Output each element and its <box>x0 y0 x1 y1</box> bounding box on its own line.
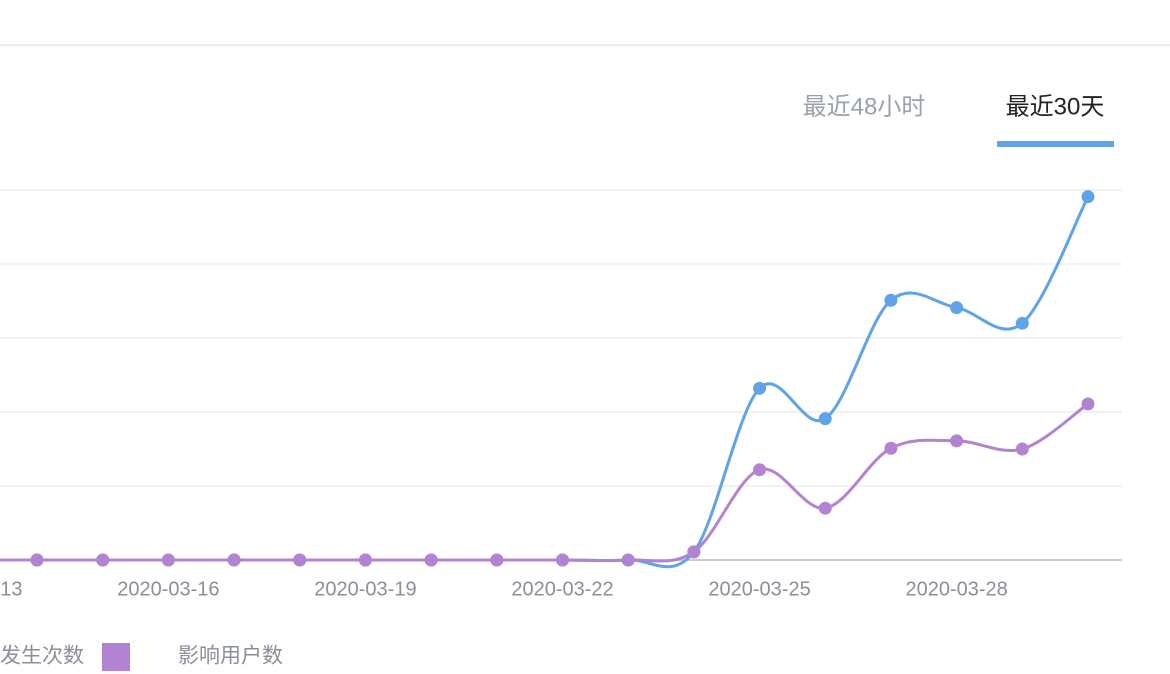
data-point <box>424 553 438 567</box>
data-point <box>96 553 110 567</box>
data-point <box>950 434 964 448</box>
data-point <box>293 553 307 567</box>
data-point <box>30 553 44 567</box>
legend-label: 发生次数 <box>0 645 84 668</box>
data-point <box>687 545 701 559</box>
data-point <box>884 293 898 307</box>
x-tick-label: 2020-03-25 <box>708 578 810 600</box>
data-point <box>1081 190 1095 204</box>
data-point <box>884 441 898 455</box>
data-point <box>818 501 832 515</box>
legend-label: 影响用户数 <box>178 645 283 668</box>
legend-swatch <box>102 643 130 671</box>
data-point <box>556 553 569 567</box>
x-tick-label: 2020-03-22 <box>511 578 613 600</box>
data-point <box>753 463 767 477</box>
series-line <box>0 402 1089 563</box>
x-tick-label: 2020-03-16 <box>117 578 219 600</box>
data-point <box>358 553 372 567</box>
tab-30d[interactable]: 最近30天 <box>1006 93 1105 120</box>
data-point <box>950 301 964 315</box>
data-point <box>1015 442 1029 456</box>
data-point <box>490 553 504 567</box>
data-point <box>227 553 241 567</box>
data-point <box>621 553 635 567</box>
data-point <box>1015 316 1029 330</box>
data-point <box>818 412 832 426</box>
x-tick-label: 2020-03-13 <box>0 578 22 600</box>
data-point <box>161 553 175 567</box>
data-point <box>1081 397 1095 411</box>
x-tick-label: 2020-03-28 <box>905 578 1007 600</box>
data-point <box>753 381 767 395</box>
x-tick-label: 2020-03-19 <box>314 578 416 600</box>
tab-underline <box>997 141 1114 147</box>
series-line <box>0 195 1090 569</box>
tab-48h[interactable]: 最近48小时 <box>803 93 926 120</box>
